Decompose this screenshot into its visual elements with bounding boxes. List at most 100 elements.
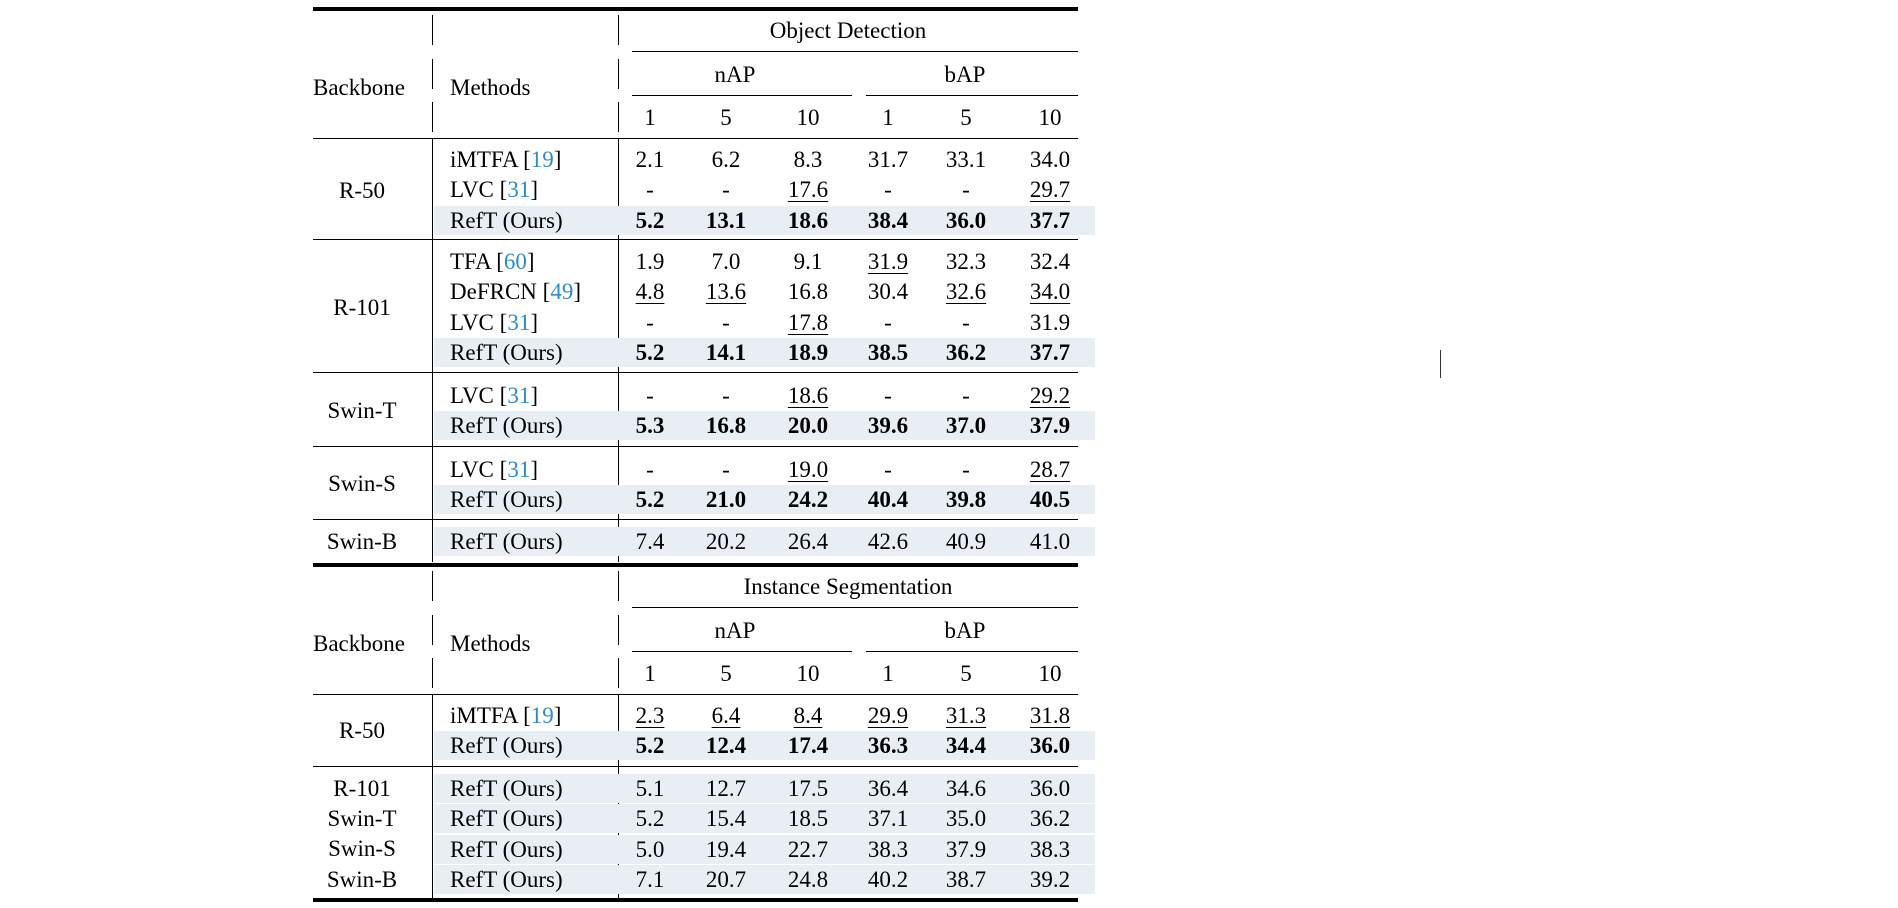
value-cell: 18.6	[787, 207, 829, 233]
value-cell: 7.1	[635, 866, 665, 892]
method-label: iMTFA	[450, 147, 524, 172]
group-separator	[432, 695, 434, 766]
shot-header: 5	[720, 661, 732, 686]
value-cell: 17.4	[787, 733, 829, 759]
method-label: RefT (Ours)	[450, 806, 563, 832]
value-cell: 36.0	[1029, 733, 1071, 759]
highlight-row	[434, 864, 1095, 894]
value-cell: 24.2	[787, 487, 829, 513]
shot-header: 5	[720, 105, 732, 130]
value-cell: 24.8	[787, 866, 829, 892]
group-separator	[618, 447, 620, 519]
citation-link[interactable]: 31	[507, 309, 531, 335]
method-label: DeFRCN	[450, 279, 543, 305]
backbone-label: Swin-T	[327, 398, 397, 423]
method-name: LVC [31]	[450, 177, 538, 203]
header-separator	[618, 15, 620, 45]
value-cell: -	[722, 383, 730, 408]
method-label: RefT (Ours)	[450, 776, 563, 801]
value-cell: 36.3	[867, 733, 909, 759]
value-cell: 29.7	[1029, 177, 1071, 203]
backbone-label: Swin-S	[328, 836, 396, 861]
value-cell: 39.6	[867, 413, 909, 439]
header-rule	[313, 138, 1078, 140]
value-cell: 34.6	[945, 776, 987, 801]
value-cell: 17.6	[787, 177, 829, 203]
value-cell: 15.4	[705, 806, 747, 832]
metric-group-rule	[866, 95, 1078, 97]
metric-group-rule	[632, 95, 852, 97]
value-cell: 13.6	[705, 279, 747, 305]
citation-link[interactable]: 19	[530, 703, 554, 728]
metric-group-bap: bAP	[944, 62, 986, 87]
top-rule	[313, 7, 1078, 11]
header-separator	[432, 658, 434, 688]
value-cell: 32.6	[945, 279, 987, 305]
group-separator	[618, 695, 620, 766]
group-separator	[432, 373, 434, 446]
value-cell: -	[646, 177, 654, 203]
highlight-row	[434, 804, 1095, 834]
metric-group-nap: nAP	[714, 618, 756, 643]
method-label: RefT (Ours)	[450, 339, 563, 365]
value-cell: -	[722, 309, 730, 335]
method-label: RefT (Ours)	[450, 487, 563, 513]
value-cell: 36.0	[945, 207, 987, 233]
citation-link[interactable]: 49	[550, 279, 574, 305]
shot-header: 1	[882, 661, 894, 686]
citation-link[interactable]: 60	[503, 249, 527, 274]
method-name: LVC [31]	[450, 383, 538, 408]
section-title: Instance Segmentation	[743, 574, 953, 599]
value-cell: 7.4	[635, 529, 665, 554]
section-title-rule	[632, 607, 1078, 609]
group-separator	[618, 240, 620, 372]
shot-header: 10	[1038, 105, 1062, 130]
method-label: TFA	[450, 249, 497, 274]
metric-group-bap: bAP	[944, 618, 986, 643]
value-cell: 18.6	[787, 383, 829, 408]
group-separator	[432, 240, 434, 372]
value-cell: 30.4	[867, 279, 909, 305]
value-cell: 31.9	[1029, 309, 1071, 335]
citation-link[interactable]: 31	[507, 177, 531, 203]
backbone-label: R-101	[333, 295, 391, 320]
value-cell: 37.9	[945, 836, 987, 862]
value-cell: 6.2	[711, 147, 741, 172]
method-name: RefT (Ours)	[450, 866, 563, 894]
shot-header: 10	[796, 661, 820, 686]
citation-link[interactable]: 19	[530, 147, 554, 172]
value-cell: 34.0	[1029, 279, 1071, 305]
value-cell: 31.8	[1029, 703, 1071, 728]
backbone-label: R-101	[333, 776, 391, 801]
value-cell: 20.2	[705, 529, 747, 554]
shot-header: 5	[960, 105, 972, 130]
value-cell: 38.5	[867, 339, 909, 365]
value-cell: 18.9	[787, 339, 829, 365]
method-label: LVC	[450, 457, 500, 482]
group-rule	[313, 239, 1078, 241]
value-cell: -	[722, 457, 730, 482]
method-label: LVC	[450, 383, 500, 408]
value-cell: 5.3	[635, 413, 665, 439]
value-cell: 32.3	[945, 249, 987, 274]
methods-header: Methods	[450, 631, 531, 656]
value-cell: 38.3	[867, 836, 909, 862]
value-cell: 38.4	[867, 207, 909, 233]
value-cell: -	[884, 457, 892, 482]
value-cell: 7.0	[711, 249, 741, 274]
method-name: RefT (Ours)	[450, 528, 563, 556]
value-cell: 34.4	[945, 733, 987, 759]
value-cell: -	[646, 383, 654, 408]
method-label: RefT (Ours)	[450, 836, 563, 862]
shot-header: 10	[1038, 661, 1062, 686]
value-cell: 38.7	[945, 866, 987, 892]
citation-link[interactable]: 31	[507, 383, 531, 408]
group-separator	[618, 139, 620, 239]
shot-header: 1	[644, 661, 656, 686]
value-cell: 2.3	[635, 703, 665, 728]
citation-link[interactable]: 31	[507, 457, 531, 482]
method-label: RefT (Ours)	[450, 733, 563, 759]
method-name: TFA [60]	[450, 249, 535, 274]
text-cursor	[1440, 350, 1442, 378]
value-cell: 2.1	[635, 147, 665, 172]
